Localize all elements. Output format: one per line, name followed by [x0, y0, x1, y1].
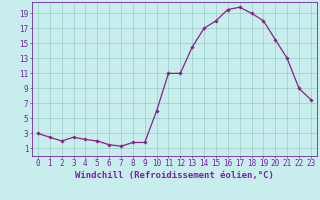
X-axis label: Windchill (Refroidissement éolien,°C): Windchill (Refroidissement éolien,°C) [75, 171, 274, 180]
